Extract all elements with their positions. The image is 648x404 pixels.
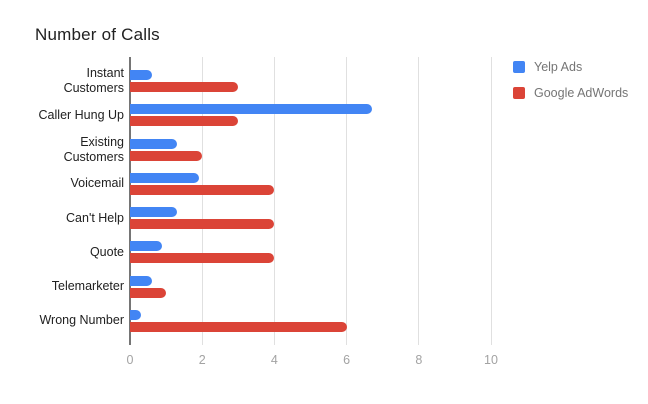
- bar-group: [130, 304, 491, 338]
- bar-group: [130, 201, 491, 235]
- bar-google-adwords: [130, 219, 275, 230]
- gridline: [201, 57, 203, 345]
- gridline: [273, 57, 275, 345]
- bar-group: [130, 235, 491, 269]
- bar-yelp-ads: [130, 275, 152, 286]
- legend-label: Yelp Ads: [534, 60, 583, 74]
- bar-yelp-ads: [130, 104, 372, 115]
- category-label: Instant Customers: [63, 66, 124, 96]
- chart-title: Number of Calls: [35, 25, 160, 44]
- legend-item: Yelp Ads: [513, 60, 628, 74]
- bar-google-adwords: [130, 321, 347, 332]
- category-label: Telemarketer: [51, 279, 124, 294]
- bar-yelp-ads: [130, 207, 177, 218]
- x-tick-label: 4: [270, 353, 278, 367]
- bar-google-adwords: [130, 184, 275, 195]
- gridline: [346, 57, 348, 345]
- bar-group: [130, 98, 491, 132]
- legend-swatch-icon: [513, 61, 525, 73]
- y-axis-line: [129, 57, 131, 345]
- bar-rows: [130, 57, 491, 345]
- bar-yelp-ads: [130, 172, 199, 183]
- bar-group: [130, 133, 491, 167]
- x-tick-label: 0: [126, 353, 134, 367]
- legend-item: Google AdWords: [513, 86, 628, 100]
- bar-group: [130, 167, 491, 201]
- bar-yelp-ads: [130, 241, 163, 252]
- legend: Yelp Ads Google AdWords: [513, 60, 628, 112]
- category-label: Quote: [89, 244, 124, 259]
- bar-yelp-ads: [130, 138, 177, 149]
- bar-group: [130, 270, 491, 304]
- x-tick-label: 8: [415, 353, 423, 367]
- bar-yelp-ads: [130, 70, 152, 81]
- x-tick-label: 10: [484, 353, 498, 367]
- category-label: Existing Customers: [63, 134, 124, 164]
- bar-google-adwords: [130, 82, 239, 93]
- legend-swatch-icon: [513, 87, 525, 99]
- x-tick-label: 2: [198, 353, 206, 367]
- x-tick-label: 6: [343, 353, 351, 367]
- bar-google-adwords: [130, 287, 167, 298]
- category-label: Can't Help: [66, 210, 124, 225]
- category-axis: Instant Customers Caller Hung Up Existing …: [26, 57, 124, 345]
- bar-group: [130, 64, 491, 98]
- gridline: [490, 57, 492, 345]
- bar-google-adwords: [130, 253, 275, 264]
- category-label: Wrong Number: [39, 313, 124, 328]
- gridline: [418, 57, 420, 345]
- legend-label: Google AdWords: [534, 86, 629, 100]
- category-label: Caller Hung Up: [38, 107, 124, 122]
- bar-google-adwords: [130, 116, 239, 127]
- bar-google-adwords: [130, 150, 203, 161]
- category-label: Voicemail: [70, 176, 125, 191]
- x-axis-ticks: 0 2 4 6 8 10: [126, 353, 498, 369]
- bar-yelp-ads: [130, 309, 141, 320]
- plot-area: [129, 57, 492, 345]
